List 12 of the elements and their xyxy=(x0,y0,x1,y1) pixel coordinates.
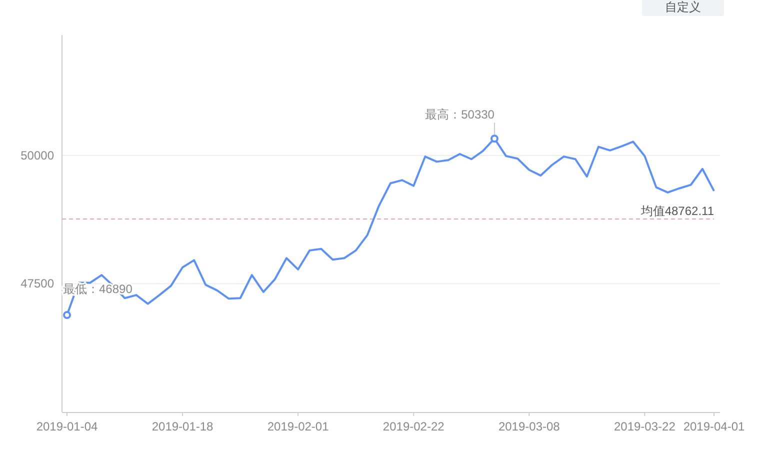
y-tick-label: 47500 xyxy=(20,276,54,291)
x-tick-label: 2019-03-22 xyxy=(614,420,676,434)
ref-line-label: 均值48762.11 xyxy=(640,204,714,218)
button: 自定义 xyxy=(642,0,724,16)
x-tick-label: 2019-04-01 xyxy=(683,420,746,434)
annotation: 最高：50330 xyxy=(425,108,495,122)
y-tick-label: 50000 xyxy=(20,148,54,162)
x-tick-label: 2019-01-04 xyxy=(36,420,98,434)
x-tick-label: 2019-03-08 xyxy=(498,420,560,434)
x-tick-label: 2019-02-01 xyxy=(267,420,330,434)
x-tick-label: 2019-02-22 xyxy=(382,420,445,434)
x-tick-label: 2019-01-18 xyxy=(152,420,214,434)
